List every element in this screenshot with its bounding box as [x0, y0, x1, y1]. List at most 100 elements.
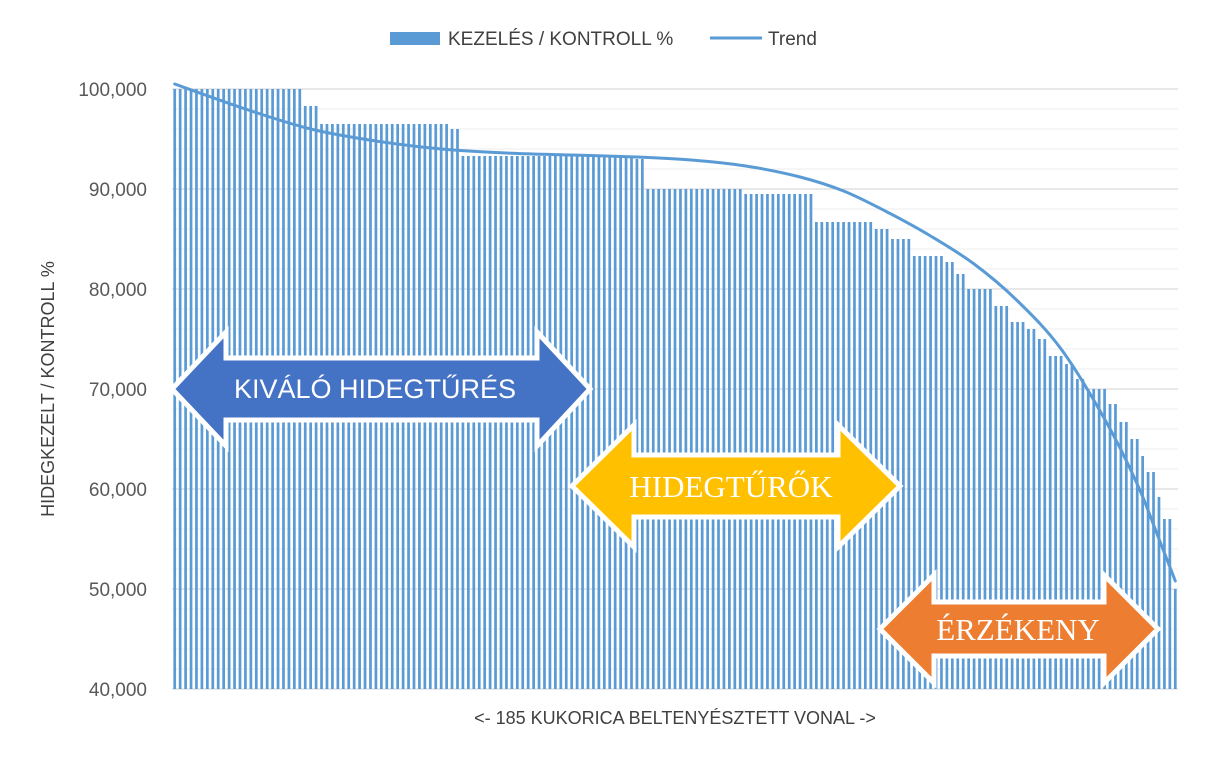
- bar: [961, 274, 965, 689]
- bar: [967, 289, 970, 689]
- arrow-excellent: [168, 325, 594, 453]
- bar: [717, 189, 720, 689]
- bar: [896, 239, 900, 689]
- bar: [668, 189, 671, 689]
- annotation-label-excellent: KIVÁLÓ HIDEGTŰRÉS: [234, 373, 516, 404]
- bar: [635, 159, 639, 689]
- bar: [646, 189, 650, 689]
- y-tick-labels: 40,000 50,000 60,000 70,000 80,000 90,000 100,…: [78, 80, 147, 701]
- y-tick-label: 100,000: [78, 80, 147, 101]
- bar: [575, 156, 579, 689]
- bar: [874, 229, 878, 689]
- bar: [1168, 519, 1172, 689]
- bar: [945, 262, 949, 689]
- y-tick-label: 70,000: [89, 380, 147, 401]
- bar: [738, 189, 742, 689]
- bar: [597, 156, 601, 689]
- bar: [684, 189, 688, 689]
- y-tick-label: 80,000: [89, 280, 147, 301]
- bar: [1076, 379, 1079, 689]
- bar: [1032, 329, 1036, 689]
- bar: [728, 189, 731, 689]
- arrow-sensitive: [876, 568, 1162, 690]
- bar: [733, 189, 737, 689]
- bar: [1173, 589, 1177, 689]
- bar: [934, 256, 938, 689]
- bar: [608, 156, 612, 689]
- bar: [912, 256, 916, 689]
- bar: [1108, 404, 1112, 689]
- bar: [1092, 389, 1096, 689]
- bar: [1010, 322, 1014, 689]
- bar: [679, 189, 682, 689]
- bar: [999, 306, 1003, 689]
- bar: [880, 229, 883, 689]
- bar: [662, 189, 666, 689]
- bar: [1059, 356, 1063, 689]
- bar: [923, 256, 927, 689]
- bar: [1021, 322, 1025, 689]
- bar: [885, 229, 889, 689]
- bar: [1124, 422, 1128, 689]
- bar: [804, 194, 807, 689]
- bar: [782, 194, 786, 689]
- bar: [1016, 322, 1019, 689]
- bar: [1065, 364, 1068, 689]
- bar: [787, 194, 791, 689]
- bar: [1054, 356, 1058, 689]
- bar: [564, 156, 568, 689]
- bar: [978, 289, 981, 689]
- bar: [1119, 422, 1123, 689]
- annotation-excellent: KIVÁLÓ HIDEGTŰRÉS: [168, 325, 594, 453]
- bar: [1037, 339, 1041, 689]
- bar: [570, 156, 574, 689]
- bar: [613, 156, 617, 689]
- bar: [1152, 472, 1155, 689]
- bar: [1048, 356, 1052, 689]
- bar: [1146, 472, 1150, 689]
- bar: [641, 159, 644, 689]
- bar: [624, 156, 628, 689]
- bar: [1163, 519, 1166, 689]
- bar: [1130, 439, 1134, 689]
- bar: [700, 189, 704, 689]
- legend-swatch-bars: [390, 32, 440, 45]
- bar: [673, 189, 677, 689]
- bar: [1070, 364, 1074, 689]
- annotation-sensitive: ÉRZÉKENY: [876, 568, 1162, 690]
- bar: [989, 289, 992, 689]
- bar: [972, 289, 976, 689]
- y-tick-label: 40,000: [89, 680, 147, 701]
- bar: [1135, 439, 1139, 689]
- bar: [902, 239, 905, 689]
- bar: [630, 156, 633, 689]
- bar: [706, 189, 709, 689]
- legend-label-trend: Trend: [768, 29, 817, 50]
- annotation-label-sensitive: ÉRZÉKENY: [936, 612, 1100, 647]
- y-tick-label: 50,000: [89, 580, 147, 601]
- trend-line: [173, 82, 1177, 583]
- y-tick-label: 90,000: [89, 180, 147, 201]
- bar: [689, 189, 693, 689]
- bar: [1157, 497, 1161, 689]
- bar: [722, 189, 726, 689]
- bar: [711, 189, 715, 689]
- bar: [755, 194, 758, 689]
- bar: [592, 156, 595, 689]
- annotation-tolerant: HIDEGTŰRŐK: [568, 419, 904, 553]
- legend-label-bars: KEZELÉS / KONTROLL %: [448, 29, 673, 50]
- bar: [657, 189, 661, 689]
- bar: [581, 156, 584, 689]
- bar: [1141, 456, 1145, 689]
- y-axis-title: HIDEGKEZELT / KONTROLL %: [38, 261, 58, 517]
- bar: [776, 194, 780, 689]
- bar: [1103, 389, 1106, 689]
- bar: [744, 194, 748, 689]
- bar: [1114, 404, 1117, 689]
- bar: [956, 274, 960, 689]
- bar: [918, 256, 922, 689]
- bar: [1005, 306, 1009, 689]
- annotation-label-tolerant: HIDEGTŰRŐK: [629, 469, 833, 504]
- legend: KEZELÉS / KONTROLL % Trend: [390, 29, 817, 50]
